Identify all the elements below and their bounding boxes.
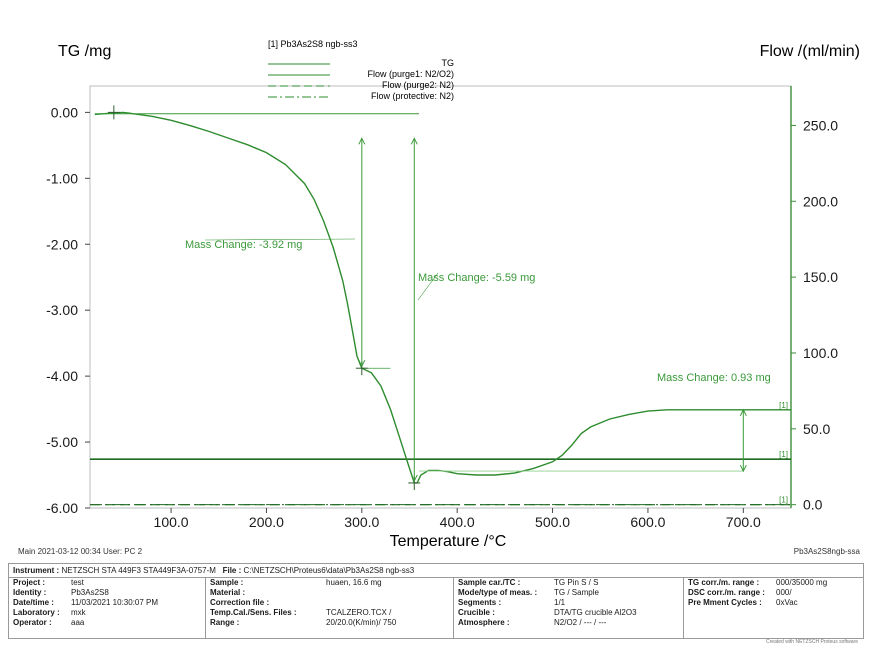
y-right-tick-label: 0.0 xyxy=(803,497,823,513)
y-right-tick-label: 50.0 xyxy=(803,421,830,437)
dsc-corr-value: 000/ xyxy=(776,588,792,597)
arrow-head-up xyxy=(739,408,747,416)
mode-label: Mode/type of meas. : xyxy=(458,588,538,597)
sample-carrier-value: TG Pin S / S xyxy=(554,578,599,587)
y-right-tick-label: 100.0 xyxy=(803,345,838,361)
segments-label: Segments : xyxy=(458,598,502,607)
dsc-corr-label: DSC corr./m. range : xyxy=(688,588,765,597)
operator-value: aaa xyxy=(71,618,85,627)
mass-change-label: Mass Change: 0.93 mg xyxy=(657,372,771,384)
info-col-1: Project : test Identity : Pb3As2S8 Date/ti… xyxy=(9,578,205,638)
legend-label-protective: Flow (protective: N2) xyxy=(371,91,454,101)
tempcal-label: Temp.Cal./Sens. Files : xyxy=(210,608,297,617)
sample-label: Sample : xyxy=(210,578,244,587)
y-left-tick-label: -4.00 xyxy=(46,368,78,384)
y-right-tick-label: 150.0 xyxy=(803,269,838,285)
y-right-tick-label: 250.0 xyxy=(803,117,838,133)
plot-frame xyxy=(89,85,792,509)
curve-marker: [1] xyxy=(779,450,788,459)
laboratory-value: mxk xyxy=(71,608,86,617)
segments-value: 1/1 xyxy=(554,598,566,607)
atmosphere-value: N2/O2 / --- / --- xyxy=(554,618,607,627)
curve-marker: [1] xyxy=(779,401,788,410)
tg-corr-label: TG corr./m. range : xyxy=(688,578,760,587)
x-tick-label: 200.0 xyxy=(249,514,284,530)
instrument-line: Instrument : NETZSCH STA 449F3 STA449F3A… xyxy=(13,566,414,575)
instrument-value: NETZSCH STA 449F3 STA449F3A-0757-M xyxy=(61,566,216,575)
crucible-label: Crucible : xyxy=(458,608,495,617)
annotation-leader xyxy=(204,238,356,241)
range-label: Range : xyxy=(210,618,240,627)
x-tick-label: 100.0 xyxy=(154,514,189,530)
tempcal-value: TCALZERO.TCX / xyxy=(326,608,392,617)
chart-title: [1] Pb3As2S8 ngb-ss3 xyxy=(268,39,358,49)
info-col-2: Sample : huaen, 16.6 mg Material : Correc… xyxy=(205,578,454,638)
sample-carrier-label: Sample car./TC : xyxy=(458,578,521,587)
tg-curve xyxy=(94,111,791,484)
curve-marker: [1] xyxy=(779,496,788,505)
y-right-axis-label: Flow /(ml/min) xyxy=(760,43,860,60)
legend-label-tg: TG xyxy=(442,58,455,68)
mass-change-label: Mass Change: -5.59 mg xyxy=(418,272,535,284)
arrow-head-down xyxy=(410,474,418,483)
arrow-head-up xyxy=(410,137,418,145)
datetime-value: 11/03/2021 10:30:07 PM xyxy=(71,598,159,607)
measurement-info-table: Instrument : NETZSCH STA 449F3 STA449F3A… xyxy=(8,563,864,639)
pre-mment-value: 0xVac xyxy=(776,598,798,607)
range-value: 20/20.0(K/min)/ 750 xyxy=(326,618,397,627)
legend-label-purge1: Flow (purge1: N2/O2) xyxy=(367,69,454,79)
file-value: C:\NETZSCH\Proteus6\data\Pb3As2S8 ngb-ss… xyxy=(243,566,415,575)
legend-label-purge2: Flow (purge2: N2) xyxy=(382,80,454,90)
y-right-tick-label: 200.0 xyxy=(803,193,838,209)
y-left-tick-label: -6.00 xyxy=(46,500,78,516)
sample-value: huaen, 16.6 mg xyxy=(326,578,382,587)
project-value: test xyxy=(71,578,84,587)
y-left-tick-label: -1.00 xyxy=(46,170,78,186)
legend: TG Flow (purge1: N2/O2) Flow (purge2: N2… xyxy=(268,58,454,101)
identity-label: Identity : xyxy=(13,588,47,597)
identity-value: Pb3As2S8 xyxy=(71,588,109,597)
x-tick-label: 400.0 xyxy=(440,514,475,530)
datetime-label: Date/time : xyxy=(13,598,54,607)
x-tick-label: 500.0 xyxy=(535,514,570,530)
footer-file-id: Pb3As2S8ngb-ssa xyxy=(793,547,860,556)
operator-label: Operator : xyxy=(13,618,52,627)
y-left-tick-label: -2.00 xyxy=(46,236,78,252)
material-label: Material : xyxy=(210,588,246,597)
atmosphere-label: Atmosphere : xyxy=(458,618,510,627)
arrow-head-down xyxy=(739,464,747,473)
x-tick-label: 700.0 xyxy=(726,514,761,530)
tg-chart: 100.0 200.0 300.0 400.0 500.0 600.0 700.0 0.00 -… xyxy=(46,39,860,550)
mode-value: TG / Sample xyxy=(554,588,599,597)
tg-corr-value: 000/35000 mg xyxy=(776,578,828,587)
y-left-tick-label: -5.00 xyxy=(46,434,78,450)
footer-main-line: Main 2021-03-12 00:34 User: PC 2 xyxy=(18,547,143,556)
file-label: File : xyxy=(222,566,242,575)
x-tick-label: 300.0 xyxy=(344,514,379,530)
software-credit: Created with NETZSCH Proteus software xyxy=(766,639,858,645)
arrow-head-down xyxy=(358,359,366,368)
arrow-head-up xyxy=(358,137,366,145)
y-left-axis-label: TG /mg xyxy=(58,43,111,60)
x-axis-label: Temperature /°C xyxy=(390,533,507,550)
info-col-3: Sample car./TC : TG Pin S / S Mode/type o… xyxy=(453,578,684,638)
laboratory-label: Laboratory : xyxy=(13,608,60,617)
x-tick-label: 600.0 xyxy=(630,514,665,530)
pre-mment-label: Pre Mment Cycles : xyxy=(688,598,762,607)
y-left-tick-label: -3.00 xyxy=(46,302,78,318)
annotation-leader xyxy=(417,272,439,301)
info-col-4: TG corr./m. range : 000/35000 mg DSC corr… xyxy=(683,578,863,638)
mass-change-label: Mass Change: -3.92 mg xyxy=(185,239,302,251)
correction-file-label: Correction file : xyxy=(210,598,270,607)
instrument-label: Instrument : xyxy=(13,566,60,575)
y-left-tick-label: 0.00 xyxy=(51,104,78,120)
crucible-value: DTA/TG crucible Al2O3 xyxy=(554,608,637,617)
project-label: Project : xyxy=(13,578,46,587)
